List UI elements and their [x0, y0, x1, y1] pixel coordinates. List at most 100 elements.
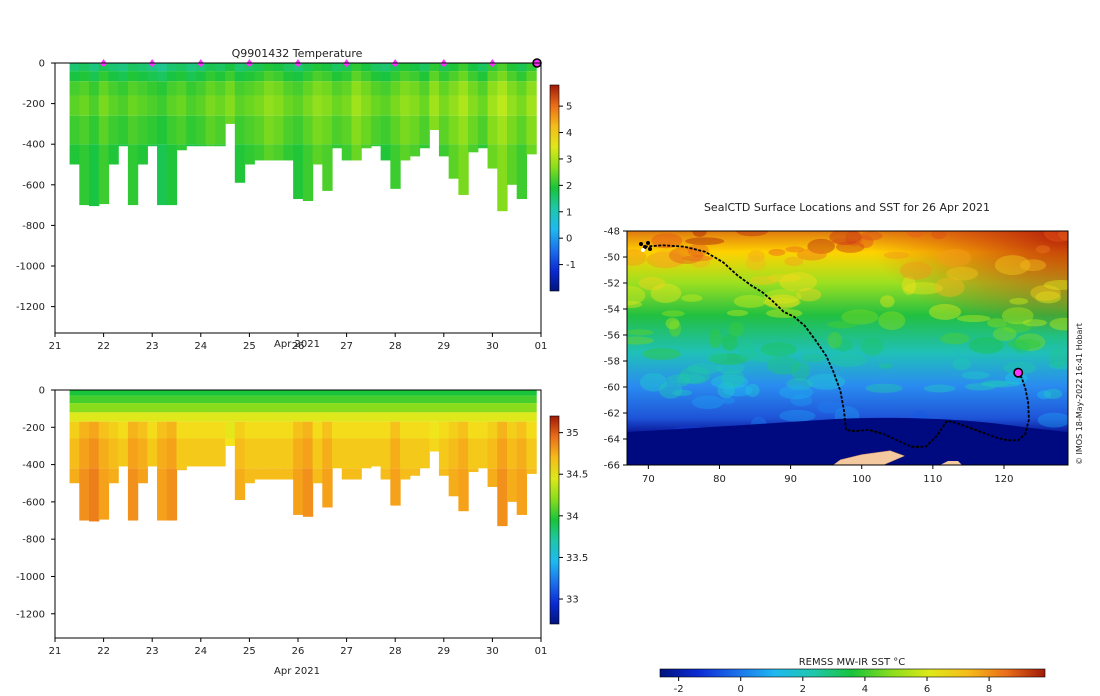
salinity-cell [79, 468, 90, 521]
salinity-cell [176, 412, 187, 422]
temperature-cell [400, 115, 411, 145]
salinity-cell [516, 403, 528, 413]
salinity-colorbar-tick-label: 35 [566, 428, 579, 439]
salinity-cell [477, 395, 489, 404]
temperature-cell [400, 81, 411, 96]
sst-texture-blob [841, 309, 879, 325]
salinity-cell [215, 403, 226, 413]
salinity-cell [419, 438, 430, 469]
temperature-cell [225, 63, 236, 72]
salinity-cell [419, 390, 430, 396]
salinity-cell [215, 412, 226, 422]
salinity-cell [322, 412, 333, 422]
temperature-cell [244, 144, 255, 165]
sst-texture-blob [779, 272, 818, 292]
sst-colorbar-tick-label: 2 [800, 684, 806, 695]
temperature-cell [322, 63, 333, 72]
sst-texture-blob [1043, 280, 1068, 290]
temperature-cell [127, 81, 139, 96]
salinity-cell [69, 468, 80, 484]
temperature-cell [438, 115, 450, 145]
salinity-cell [400, 468, 411, 480]
sst-texture-blob [733, 294, 767, 308]
temperature-cell [176, 81, 187, 96]
salinity-cell [137, 438, 148, 469]
temperature-cell [302, 63, 314, 72]
temperature-cell [137, 95, 148, 116]
sst-texture-blob [764, 294, 800, 310]
salinity-cell [69, 421, 80, 439]
salinity-cell [468, 438, 479, 469]
temperature-y-tick-label: -1000 [16, 262, 45, 273]
sst-texture-blob [878, 362, 893, 369]
temperature-cell [506, 115, 518, 145]
salinity-cell [322, 395, 333, 404]
temperature-cell [147, 95, 158, 116]
salinity-cell [195, 395, 207, 404]
temperature-cell [89, 81, 100, 96]
sst-map-title: SealCTD Surface Locations and SST for 26… [704, 201, 990, 214]
temperature-cell [390, 81, 401, 96]
salinity-cell [438, 421, 450, 439]
salinity-cell [487, 438, 498, 469]
salinity-x-tick-label: 24 [194, 646, 207, 657]
sst-texture-blob [1036, 390, 1052, 400]
sst-texture-blob [685, 237, 725, 246]
temperature-cell [370, 81, 382, 96]
temperature-x-axis: 21 22 23 24 25 26 27 28 29 30 01 [49, 333, 548, 352]
salinity-cell [458, 403, 469, 413]
temperature-cell [380, 144, 391, 161]
salinity-cell [215, 395, 226, 404]
salinity-cell [118, 403, 129, 413]
sst-texture-blob [672, 389, 692, 396]
temperature-cell [448, 95, 459, 116]
temperature-cell [118, 71, 129, 82]
salinity-cell [293, 390, 304, 396]
sst-texture-blob [1007, 338, 1042, 350]
salinity-cell [516, 468, 528, 515]
sst-map-y-tick-label: -66 [604, 461, 620, 472]
sst-texture-blob [1002, 321, 1032, 333]
temperature-cell [526, 95, 537, 116]
salinity-cell [157, 412, 168, 422]
sst-texture-blob [749, 276, 778, 286]
sst-texture-blob [878, 311, 906, 331]
temperature-cell [361, 71, 372, 82]
temperature-cell [341, 95, 353, 116]
temperature-cell [263, 115, 275, 145]
salinity-cell [487, 468, 498, 487]
temperature-cell [244, 63, 255, 72]
sst-texture-blob [880, 295, 895, 308]
sst-colorbar-tick-label: 0 [738, 684, 744, 695]
temperature-cell [79, 63, 90, 72]
sst-texture-blob [627, 285, 646, 306]
temperature-cell [312, 115, 323, 145]
salinity-cell [400, 403, 411, 413]
temperature-cell [468, 63, 479, 72]
temperature-cell [195, 63, 207, 72]
temperature-cell [127, 63, 139, 72]
salinity-cell [487, 390, 498, 396]
sst-texture-blob [1015, 333, 1046, 352]
temperature-cell [409, 63, 421, 72]
sst-texture-blob [708, 328, 722, 349]
temperature-x-tick-label: 25 [243, 341, 256, 352]
sst-texture-blob [763, 289, 802, 304]
temperature-cell [118, 144, 129, 147]
antarctic-land-east [940, 461, 962, 465]
salinity-cell [176, 403, 187, 413]
salinity-cell [176, 438, 187, 469]
salinity-cell [390, 395, 401, 404]
temperature-cell [332, 95, 343, 116]
sst-texture-blob [845, 231, 863, 246]
sst-map-y-tick-label: -48 [604, 227, 620, 238]
salinity-cell [176, 468, 187, 471]
sst-map-y-tick-label: -52 [604, 279, 620, 290]
salinity-cell [89, 412, 100, 422]
sst-texture-blob [717, 382, 735, 399]
temperature-cell [166, 71, 178, 82]
salinity-cell [409, 395, 421, 404]
sst-colorbar-tick-label: 8 [986, 684, 992, 695]
temperature-cell [448, 81, 459, 96]
temperature-x-tick-label: 01 [535, 341, 548, 352]
